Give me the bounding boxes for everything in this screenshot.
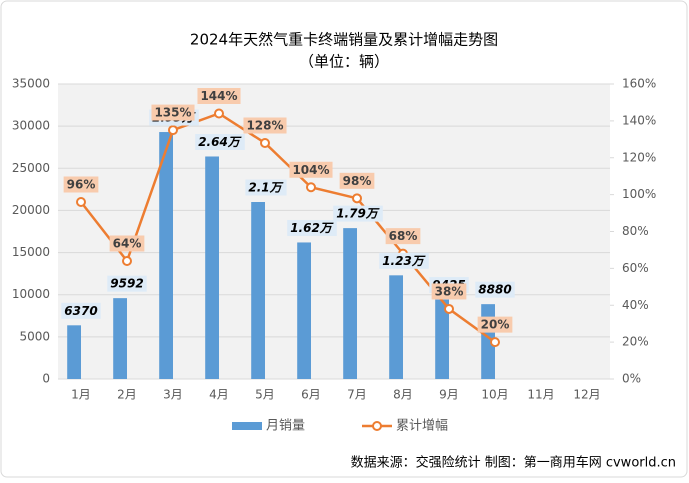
x-tick-label: 5月: [255, 388, 275, 402]
data-label-box: [197, 88, 241, 104]
y2-tick-label: 160%: [622, 77, 656, 91]
data-label: 144%: [200, 89, 237, 103]
data-label-box: [109, 235, 145, 252]
data-label: 104%: [292, 163, 329, 177]
data-label-box: [63, 176, 99, 193]
line-marker: [168, 125, 178, 136]
bar: [67, 325, 81, 379]
x-tick-label: 1月: [71, 388, 91, 402]
y2-tick-label: 60%: [622, 261, 649, 275]
data-label-box: [107, 275, 147, 292]
y2-tick-label: 0%: [622, 372, 641, 386]
y2-tick-label: 40%: [622, 298, 649, 312]
data-label: 1.23万: [382, 254, 426, 268]
data-label: 1.62万: [290, 221, 334, 235]
line: [80, 112, 496, 344]
legend-swatch: [372, 421, 382, 431]
data-label-box: [339, 172, 375, 189]
data-label-box: [151, 104, 195, 121]
y-tick-label: 35000: [12, 77, 50, 91]
data-label-box: [333, 205, 383, 222]
line-marker: [122, 256, 132, 266]
data-label: 98%: [343, 174, 372, 188]
y-tick-label: 20000: [12, 203, 50, 217]
legend-label: 月销量: [266, 419, 305, 434]
line-marker: [214, 108, 224, 119]
data-label: 6370: [64, 304, 97, 318]
data-label: 96%: [67, 178, 96, 192]
x-tick-label: 12月: [573, 388, 600, 402]
y-tick-label: 10000: [12, 287, 50, 301]
x-tick-label: 8月: [393, 388, 413, 402]
line-marker: [260, 138, 270, 148]
y2-tick-label: 20%: [622, 335, 649, 349]
data-label: 2.1万: [248, 181, 283, 195]
data-label-box: [289, 161, 333, 178]
x-tick-label: 6月: [301, 388, 321, 402]
data-label: 68%: [389, 229, 418, 243]
data-label: 1.79万: [336, 207, 380, 221]
bar: [435, 299, 449, 379]
y-tick-label: 0: [42, 372, 50, 386]
bar: [159, 132, 173, 379]
line-marker: [76, 197, 86, 207]
bar: [113, 298, 127, 379]
legend-swatch: [232, 422, 262, 430]
data-label: 2.64万: [198, 135, 242, 149]
bar: [251, 202, 265, 379]
legend-label: 累计增幅: [396, 419, 448, 434]
y-tick-label: 5000: [19, 329, 50, 343]
data-label: 9592: [110, 277, 143, 291]
data-label-box: [475, 281, 515, 298]
data-label-box: [195, 133, 245, 150]
y-tick-label: 25000: [12, 161, 50, 175]
x-tick-label: 11月: [527, 388, 554, 402]
data-label-box: [379, 252, 429, 269]
data-label-box: [243, 117, 287, 134]
chart-subtitle: （单位：辆）: [299, 53, 389, 71]
x-tick-label: 7月: [347, 388, 367, 402]
x-tick-label: 10月: [481, 388, 508, 402]
data-label: 8880: [478, 283, 511, 297]
y2-tick-label: 100%: [622, 187, 656, 201]
y2-tick-label: 140%: [622, 113, 656, 127]
y2-tick-label: 80%: [622, 224, 649, 238]
data-label: 38%: [435, 284, 464, 298]
source-note: 数据来源：交强险统计 制图：第一商用车网 cvworld.cn: [351, 455, 676, 471]
bar: [205, 156, 219, 379]
y-tick-label: 15000: [12, 245, 50, 259]
x-tick-label: 2月: [117, 388, 137, 402]
y-tick-label: 30000: [12, 119, 50, 133]
data-label: 128%: [246, 119, 283, 133]
line-marker: [306, 182, 316, 193]
bar: [297, 242, 311, 379]
data-label: 135%: [154, 106, 191, 120]
line-marker: [490, 337, 500, 348]
data-label: 20%: [481, 318, 510, 332]
bar: [389, 275, 403, 379]
x-tick-label: 4月: [209, 388, 229, 402]
data-label-box: [431, 283, 467, 300]
x-tick-label: 3月: [163, 388, 183, 402]
data-label-box: [245, 179, 287, 196]
bar: [343, 228, 357, 379]
y2-tick-label: 120%: [622, 150, 656, 164]
x-tick-label: 9月: [439, 388, 459, 402]
line-marker: [352, 193, 362, 204]
chart-title: 2024年天然气重卡终端销量及累计增幅走势图: [190, 31, 498, 49]
line-marker: [444, 303, 454, 314]
data-label-box: [61, 302, 101, 319]
data-label-box: [477, 316, 513, 333]
data-label-box: [385, 228, 421, 245]
data-label: 64%: [113, 237, 142, 251]
data-label-box: [287, 219, 337, 236]
